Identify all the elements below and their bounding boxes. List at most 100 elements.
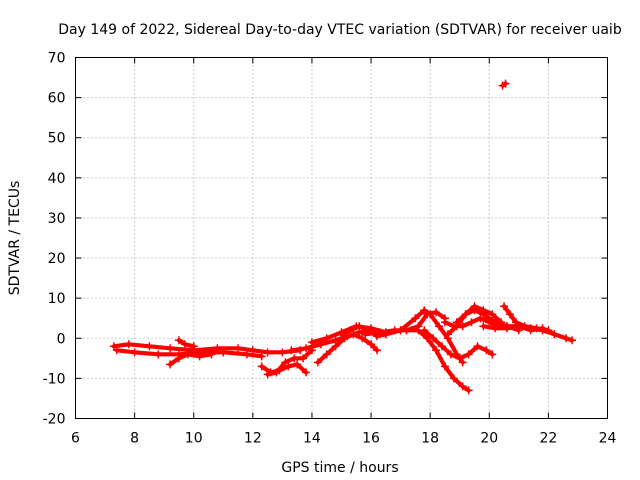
- x-tick-label: 12: [244, 431, 262, 447]
- data-point: [358, 334, 367, 343]
- data-point: [497, 318, 506, 327]
- data-point: [361, 330, 370, 339]
- data-point: [435, 322, 444, 331]
- data-point: [562, 334, 571, 343]
- data-point: [514, 322, 523, 331]
- series-track-9: [315, 332, 380, 365]
- data-point: [166, 360, 175, 369]
- data-point: [420, 326, 429, 335]
- data-point: [195, 352, 204, 361]
- data-point: [346, 326, 355, 335]
- data-point: [234, 344, 243, 353]
- data-point: [284, 362, 293, 371]
- data-point: [154, 350, 163, 359]
- y-tick-label: 30: [48, 211, 66, 227]
- data-point: [124, 340, 133, 349]
- data-point: [166, 344, 175, 353]
- plot-frame: [75, 57, 608, 419]
- data-point: [482, 346, 491, 355]
- data-point: [568, 336, 577, 345]
- data-point: [443, 330, 452, 339]
- data-point: [307, 338, 316, 347]
- data-point: [180, 340, 189, 349]
- y-tick-label: -20: [43, 412, 66, 428]
- x-tick-label: 16: [362, 431, 380, 447]
- x-tick-label: 6: [71, 431, 80, 447]
- data-point: [189, 342, 198, 351]
- y-tick-label: 10: [48, 291, 66, 307]
- series-track-17: [454, 304, 504, 325]
- data-point: [381, 330, 390, 339]
- data-point: [293, 360, 302, 369]
- data-point: [112, 346, 121, 355]
- y-tick-label: 20: [48, 251, 66, 267]
- data-point: [464, 386, 473, 395]
- data-point: [248, 346, 257, 355]
- y-tick-label: 0: [57, 331, 66, 347]
- data-point: [411, 314, 420, 323]
- data-point: [452, 318, 461, 327]
- data-point: [505, 310, 514, 319]
- data-point: [313, 358, 322, 367]
- data-point: [461, 310, 470, 319]
- chart-title: Day 149 of 2022, Sidereal Day-to-day VTE…: [58, 22, 622, 38]
- data-point: [488, 310, 497, 319]
- series-track-4: [176, 338, 196, 349]
- data-point: [440, 318, 449, 327]
- data-point: [257, 352, 266, 361]
- series-track-13: [404, 328, 471, 393]
- x-tick-label: 24: [599, 431, 617, 447]
- data-point: [207, 350, 216, 359]
- x-tick-label: 10: [185, 431, 203, 447]
- data-point: [464, 350, 473, 359]
- data-point: [130, 348, 139, 357]
- data-point: [432, 346, 441, 355]
- y-tick-label: 70: [48, 51, 66, 67]
- axis-ticks: 6 8 10 12 14 16 18 20 22 24 -20 -10 0 10 20 30 40 50 60 70: [43, 51, 617, 447]
- data-point: [278, 348, 287, 357]
- data-point: [183, 350, 192, 359]
- data-point: [290, 354, 299, 363]
- x-tick-label: 20: [480, 431, 498, 447]
- x-tick-label: 8: [130, 431, 139, 447]
- x-tick-label: 22: [539, 431, 557, 447]
- data-point: [526, 326, 535, 335]
- series-track-20: [516, 324, 557, 337]
- data-point: [281, 358, 290, 367]
- data-point: [455, 354, 464, 363]
- data-point: [488, 350, 497, 359]
- data-point: [337, 330, 346, 339]
- data-point: [458, 358, 467, 367]
- data-point: [479, 306, 488, 315]
- data-point: [426, 310, 435, 319]
- y-tick-label: 50: [48, 131, 66, 147]
- data-point: [375, 328, 384, 337]
- data-point: [299, 354, 308, 363]
- data-point: [500, 302, 509, 311]
- data-point: [322, 334, 331, 343]
- data-point: [302, 344, 311, 353]
- data-point: [372, 346, 381, 355]
- data-point: [476, 314, 485, 323]
- data-point: [449, 374, 458, 383]
- data-point: [446, 350, 455, 359]
- grid: [75, 57, 608, 419]
- data-point: [302, 368, 311, 377]
- data-point: [440, 362, 449, 371]
- data-point: [263, 370, 272, 379]
- data-point: [355, 322, 364, 331]
- data-point: [550, 330, 559, 339]
- y-tick-label: 60: [48, 91, 66, 107]
- data-point: [420, 306, 429, 315]
- data-point: [491, 324, 500, 333]
- data-point: [432, 308, 441, 317]
- data-point: [174, 336, 183, 345]
- y-tick-label: 40: [48, 171, 66, 187]
- data-point: [174, 354, 183, 363]
- data-point: [242, 350, 251, 359]
- data-point: [263, 348, 272, 357]
- data-point: [349, 330, 358, 339]
- data-point: [538, 324, 547, 333]
